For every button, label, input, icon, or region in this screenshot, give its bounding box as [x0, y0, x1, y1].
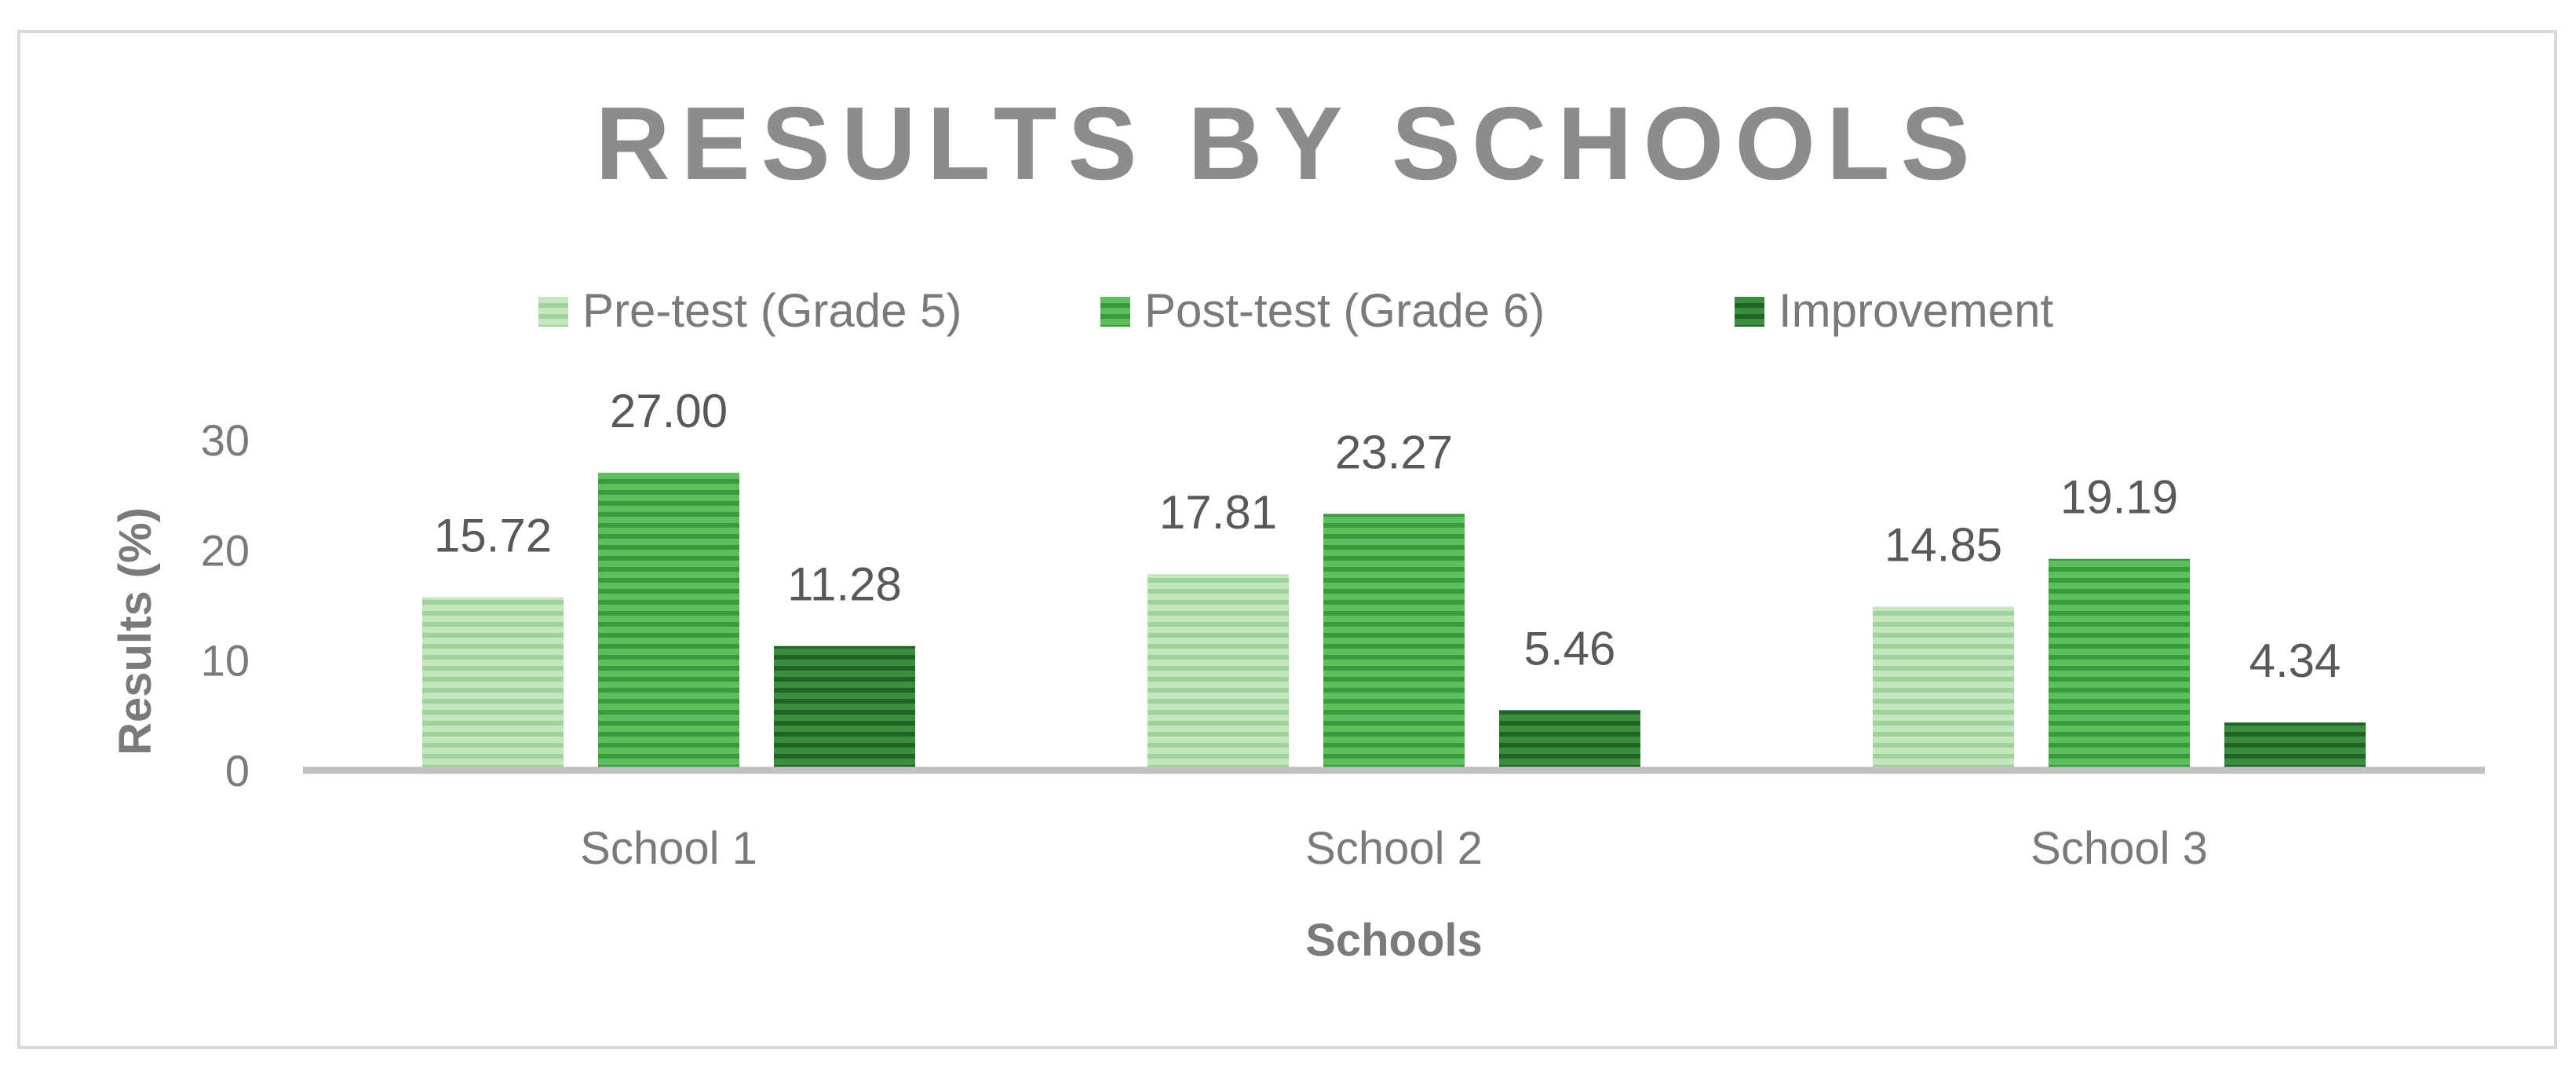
legend-swatch [1735, 297, 1764, 327]
bar-1-3 [774, 645, 915, 770]
data-label: 17.81 [1159, 486, 1277, 539]
y-tick-label: 0 [225, 746, 250, 795]
data-label: 15.72 [434, 509, 552, 561]
data-label: 14.85 [1885, 519, 2002, 572]
bar-3-1 [1873, 606, 2014, 770]
legend: Pre-test (Grade 5) Post-test (Grade 6) Imp… [538, 284, 2053, 337]
data-label: 27.00 [610, 385, 728, 437]
legend-entry: Pre-test (Grade 5) [582, 284, 962, 337]
bar-2-3 [1499, 710, 1640, 770]
legend-swatch [538, 297, 568, 327]
chart-title: RESULTS BY SCHOOLS [595, 86, 1980, 201]
data-label: 5.46 [1524, 622, 1616, 675]
bar-1-1 [422, 597, 564, 770]
y-tick-label: 30 [201, 415, 250, 465]
chart-frame [17, 30, 2557, 1049]
bar-3-3 [2224, 722, 2366, 770]
bars [422, 473, 2366, 770]
bar-1-2 [598, 473, 739, 770]
data-label: 4.34 [2249, 634, 2341, 687]
legend-entry: Post-test (Grade 6) [1144, 284, 1545, 337]
data-label: 19.19 [2060, 471, 2178, 524]
category-labels: School 1 School 2 School 3 [580, 823, 2208, 874]
y-tick-label: 10 [201, 636, 250, 686]
y-tick-label: 20 [201, 525, 250, 575]
data-label: 11.28 [787, 558, 902, 611]
legend-swatch [1100, 297, 1130, 327]
category-label: School 2 [1305, 823, 1483, 874]
bar-2-1 [1148, 574, 1289, 770]
x-axis-title: Schools [1305, 915, 1483, 966]
data-labels: 15.72 27.00 11.28 17.81 23.27 5.46 14.85 19.19 4… [434, 385, 2341, 687]
category-label: School 1 [580, 823, 757, 874]
data-label: 23.27 [1335, 426, 1453, 478]
category-label: School 3 [2031, 823, 2208, 874]
y-axis-ticks: 0 10 20 30 [201, 415, 250, 795]
legend-entry: Improvement [1779, 284, 2053, 337]
bar-2-2 [1323, 514, 1465, 770]
y-axis-title: Results (%) [110, 507, 161, 755]
bar-3-2 [2049, 558, 2190, 770]
